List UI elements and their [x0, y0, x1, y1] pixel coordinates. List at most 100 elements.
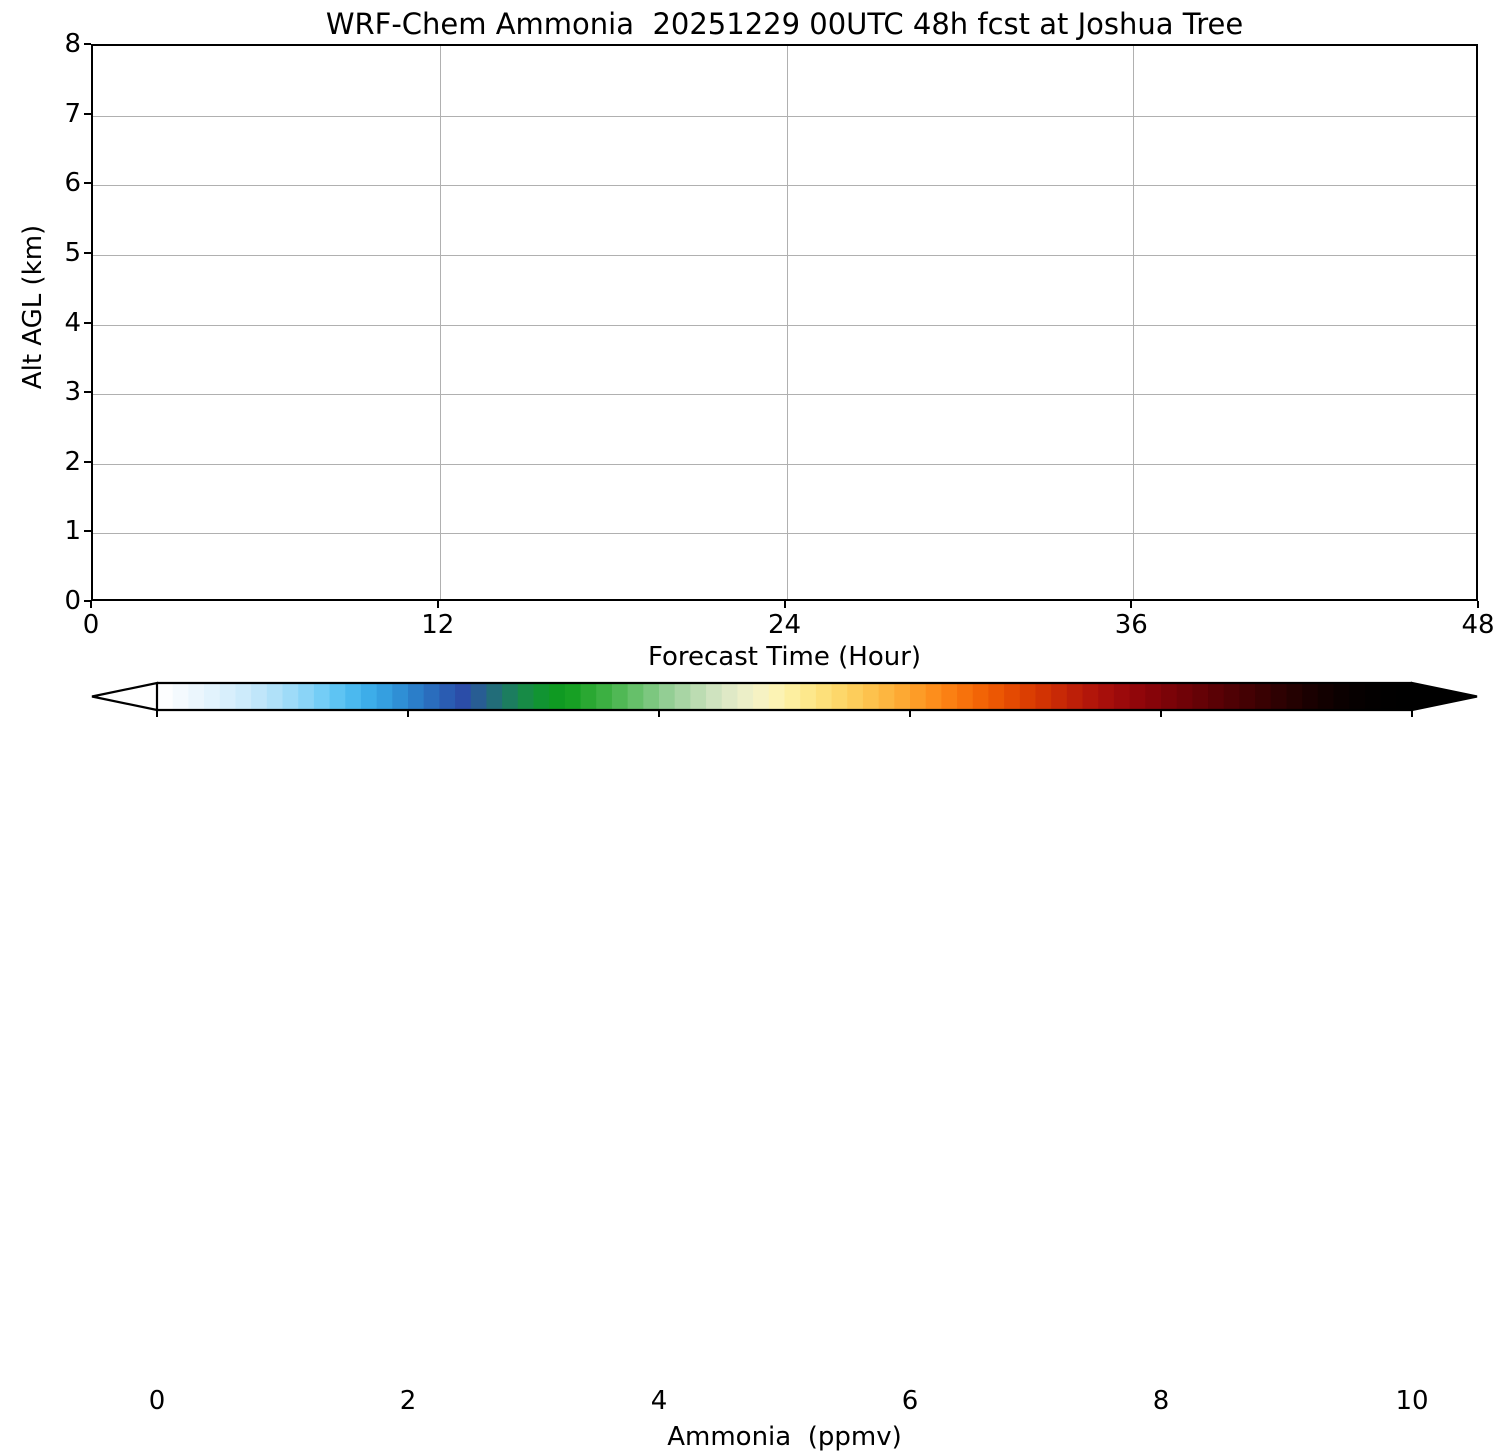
colorbar-tick-label: 6 — [901, 1386, 919, 1416]
colorbar-extend-min-arrow — [91, 681, 159, 712]
plot-axes[interactable] — [91, 44, 1478, 601]
colorbar-band — [470, 683, 488, 710]
y-tick-mark — [84, 460, 91, 463]
y-tick-mark — [84, 112, 91, 115]
colorbar-band — [1317, 683, 1335, 710]
colorbar-band — [596, 683, 613, 710]
colorbar-label: Ammonia (ppmv) — [667, 1422, 902, 1452]
colorbar-band — [910, 683, 927, 710]
colorbar-band — [1082, 683, 1099, 710]
colorbar-band — [800, 683, 817, 710]
figure-canvas: WRF-Chem Ammonia 20251229 00UTC 48h fcst… — [0, 7, 1500, 1452]
y-tick-mark — [84, 530, 91, 533]
colorbar-band — [784, 683, 801, 710]
gridline-horizontal — [93, 464, 1476, 465]
colorbar-band — [219, 683, 237, 710]
colorbar-band — [345, 683, 362, 710]
y-axis-label: Alt AGL (km) — [18, 224, 48, 390]
colorbar-band — [517, 683, 535, 710]
colorbar-band — [329, 683, 346, 710]
colorbar-band — [847, 683, 864, 710]
gridline-horizontal — [93, 394, 1476, 395]
colorbar-band — [1270, 683, 1288, 710]
colorbar-band — [1035, 683, 1052, 710]
y-tick-label: 0 — [64, 586, 81, 616]
colorbar-band — [988, 683, 1005, 710]
colorbar-band — [1286, 683, 1303, 710]
colorbar-band — [878, 683, 895, 710]
colorbar-band — [1113, 683, 1131, 710]
colorbar-band — [1066, 683, 1084, 710]
colorbar-band — [376, 683, 393, 710]
colorbar-band — [1302, 683, 1319, 710]
x-tick-mark — [1130, 601, 1133, 608]
colorbar-band — [737, 683, 754, 710]
gridline-vertical — [1133, 46, 1134, 599]
colorbar-band — [266, 683, 284, 710]
colorbar-band — [627, 683, 644, 710]
colorbar-band — [1223, 683, 1241, 710]
gridline-horizontal — [93, 255, 1476, 256]
colorbar-band — [502, 683, 519, 710]
colorbar-band — [1396, 683, 1413, 710]
colorbar-band — [392, 683, 409, 710]
y-tick-label: 6 — [64, 168, 81, 199]
colorbar-band — [768, 683, 786, 710]
colorbar-tick-label: 0 — [148, 1386, 166, 1416]
colorbar-band — [455, 683, 472, 710]
page-title: WRF-Chem Ammonia 20251229 00UTC 48h fcst… — [325, 7, 1244, 41]
colorbar-band — [408, 683, 425, 710]
x-tick-mark — [1477, 601, 1479, 608]
colorbar-band — [721, 683, 739, 710]
gridline-horizontal — [93, 185, 1476, 186]
plot-data-area[interactable] — [93, 46, 1476, 599]
colorbar-band — [564, 683, 582, 710]
x-tick-label: 12 — [421, 610, 455, 640]
colorbar-band — [423, 683, 440, 710]
colorbar-band — [313, 683, 331, 710]
colorbar-tick-label: 2 — [399, 1386, 417, 1416]
colorbar[interactable]: 0 2 4 6 8 10 Ammonia (ppmv) — [0, 670, 1500, 1452]
colorbar-band — [957, 683, 974, 710]
colorbar-band — [1349, 683, 1366, 710]
colorbar-band — [282, 683, 299, 710]
colorbar-band — [1145, 683, 1162, 710]
gridline-vertical — [440, 46, 441, 599]
colorbar-band — [298, 683, 315, 710]
y-tick-label: 8 — [64, 29, 81, 59]
colorbar-tick-label: 10 — [1395, 1386, 1429, 1416]
x-axis-label: Forecast Time (Hour) — [647, 642, 922, 672]
colorbar-band — [643, 683, 660, 710]
y-tick-label: 3 — [64, 377, 81, 408]
y-tick-mark — [84, 321, 91, 324]
y-tick-label: 7 — [64, 98, 81, 129]
colorbar-band — [1161, 683, 1178, 710]
colorbar-band — [659, 683, 676, 710]
colorbar-band — [815, 683, 833, 710]
colorbar-band — [706, 683, 723, 710]
colorbar-band — [1364, 683, 1382, 710]
colorbar-band — [1380, 683, 1397, 710]
colorbar-tick-label: 4 — [650, 1386, 668, 1416]
colorbar-band — [1333, 683, 1350, 710]
gridline-horizontal — [93, 325, 1476, 326]
y-tick-label: 1 — [64, 516, 81, 547]
colorbar-band — [1051, 683, 1068, 710]
colorbar-band — [862, 683, 880, 710]
y-tick-mark — [84, 182, 91, 185]
colorbar-band — [157, 683, 174, 710]
colorbar-band — [235, 683, 252, 710]
colorbar-band — [831, 683, 848, 710]
colorbar-band — [1192, 683, 1209, 710]
colorbar-band — [1239, 683, 1256, 710]
colorbar-band — [1176, 683, 1193, 710]
y-tick-mark — [84, 600, 91, 602]
y-tick-label: 4 — [64, 307, 81, 338]
gridline-horizontal — [93, 533, 1476, 534]
colorbar-band — [188, 683, 205, 710]
y-tick-label: 5 — [64, 237, 81, 268]
colorbar-gradient — [91, 681, 1478, 717]
y-tick-mark — [84, 43, 91, 45]
y-tick-mark — [84, 391, 91, 394]
colorbar-band — [1208, 683, 1225, 710]
